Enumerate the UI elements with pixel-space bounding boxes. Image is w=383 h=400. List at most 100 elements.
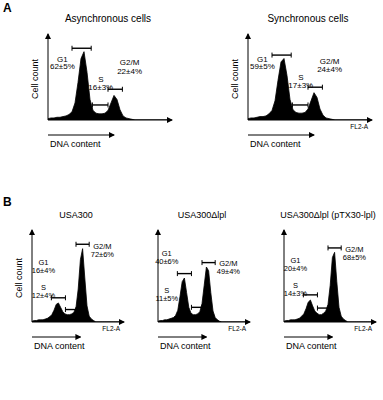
chart: USA300G116±4%S12±4%G2/M72±6%FL2-ACell co… [14, 210, 124, 351]
panel-label: B [3, 195, 12, 209]
gate-bar [292, 104, 308, 105]
gate-end [191, 305, 192, 310]
y-axis [248, 34, 249, 120]
channel-label: FL2-A [102, 325, 120, 332]
gate-end [177, 271, 178, 276]
x-arrow [248, 135, 314, 136]
gate-end [89, 242, 90, 247]
chart: USA300Δlpl (pTX30-lpl)G120±4%S14±3%G2/M6… [280, 210, 376, 351]
gate-label: 11±5% [155, 294, 178, 303]
panel-label: A [3, 1, 12, 15]
gate-label: 16±4% [32, 266, 56, 275]
chart: Asynchronous cellsG162±5%S16±3%G2/M22±4%… [30, 13, 172, 149]
gate-bar [317, 307, 328, 308]
gate-bar [272, 54, 291, 55]
x-label: DNA content [160, 341, 211, 351]
gate-end [291, 53, 292, 58]
gate-end [76, 242, 77, 247]
x-axis [284, 322, 376, 323]
y-axis [158, 230, 159, 322]
gate-label: 22±4% [117, 67, 142, 76]
gate-label: 24±4% [317, 65, 342, 74]
gate-bar [92, 104, 108, 105]
channel-label: FL2-A [354, 325, 372, 332]
histogram [248, 59, 368, 121]
gate-label: 17±3% [288, 81, 313, 90]
chart-title: Asynchronous cells [65, 13, 151, 24]
gate-end [72, 46, 73, 51]
gate-end [308, 102, 309, 107]
page: {"panels": [{"label": "A"}, {"label": "B… [0, 0, 383, 400]
gate-bar [177, 273, 191, 274]
gate-end [191, 271, 192, 276]
chart-title: USA300 [59, 210, 93, 220]
gate-end [65, 307, 66, 312]
plot-area [158, 260, 246, 322]
channel-label: FL2-A [350, 123, 368, 130]
x-axis [248, 120, 372, 121]
chart-title: USA300Δlpl [178, 210, 227, 220]
channel-label: FL2-A [228, 325, 246, 332]
x-arrow [48, 135, 114, 136]
gate-label: 16±3% [88, 83, 113, 92]
gate-label: 72±6% [91, 250, 115, 259]
gate-end [65, 295, 66, 300]
gate-end [215, 260, 216, 265]
y-axis [48, 34, 49, 120]
plot-area [48, 46, 168, 120]
figure: A B Asynchronous cellsG162±5%S16±3%G2/M22±… [0, 0, 383, 400]
gate-bar [76, 244, 89, 245]
y-label: Cell count [30, 58, 40, 99]
gate-label: 12±4% [32, 291, 56, 300]
x-label: DNA content [286, 341, 337, 351]
y-axis [32, 230, 33, 322]
histogram [48, 52, 168, 120]
histogram [32, 249, 120, 322]
gate-end [122, 87, 123, 92]
gate-label: 20±4% [284, 264, 308, 273]
chart: USA300ΔlplG140±6%S11±5%G2/M49±4%FL2-ADNA… [155, 210, 250, 351]
gate-label: 68±5% [343, 253, 367, 262]
gate-bar [328, 247, 341, 248]
gate-label: 49±4% [217, 267, 241, 276]
gate-bar [72, 48, 91, 49]
x-arrow [32, 337, 80, 338]
gate-label: 14±3% [284, 289, 308, 298]
x-label: DNA content [34, 341, 85, 351]
gate-end [202, 260, 203, 265]
y-label: Cell count [230, 58, 240, 99]
x-label: DNA content [250, 139, 301, 149]
chart: Synchronous cellsG159±5%S17±3%G2/M24±4%F… [230, 13, 372, 149]
plot-area [32, 242, 120, 322]
gate-label: 40±6% [155, 257, 179, 266]
gate-end [272, 53, 273, 58]
gate-bar [65, 309, 76, 310]
gate-end [292, 102, 293, 107]
x-axis [158, 322, 250, 323]
x-arrow [158, 337, 206, 338]
chart-title: Synchronous cells [267, 13, 348, 24]
gate-end [317, 306, 318, 311]
chart-title: USA300Δlpl (pTX30-lpl) [280, 210, 376, 220]
gate-end [108, 102, 109, 107]
gate-end [328, 306, 329, 311]
x-label: DNA content [50, 139, 101, 149]
y-label: Cell count [14, 257, 24, 298]
gate-end [317, 292, 318, 297]
x-arrow [284, 337, 332, 338]
gate-end [91, 46, 92, 51]
histogram [284, 252, 372, 322]
plot-area [248, 53, 368, 120]
plot-area [284, 245, 372, 322]
gate-end [341, 245, 342, 250]
gate-bar [202, 262, 215, 263]
gate-end [92, 102, 93, 107]
gate-end [76, 307, 77, 312]
gate-end [202, 305, 203, 310]
x-axis [32, 322, 124, 323]
gate-label: 62±5% [50, 62, 75, 71]
gate-end [322, 85, 323, 90]
x-axis [48, 120, 172, 121]
gate-end [328, 245, 329, 250]
gate-label: 59±5% [250, 62, 275, 71]
